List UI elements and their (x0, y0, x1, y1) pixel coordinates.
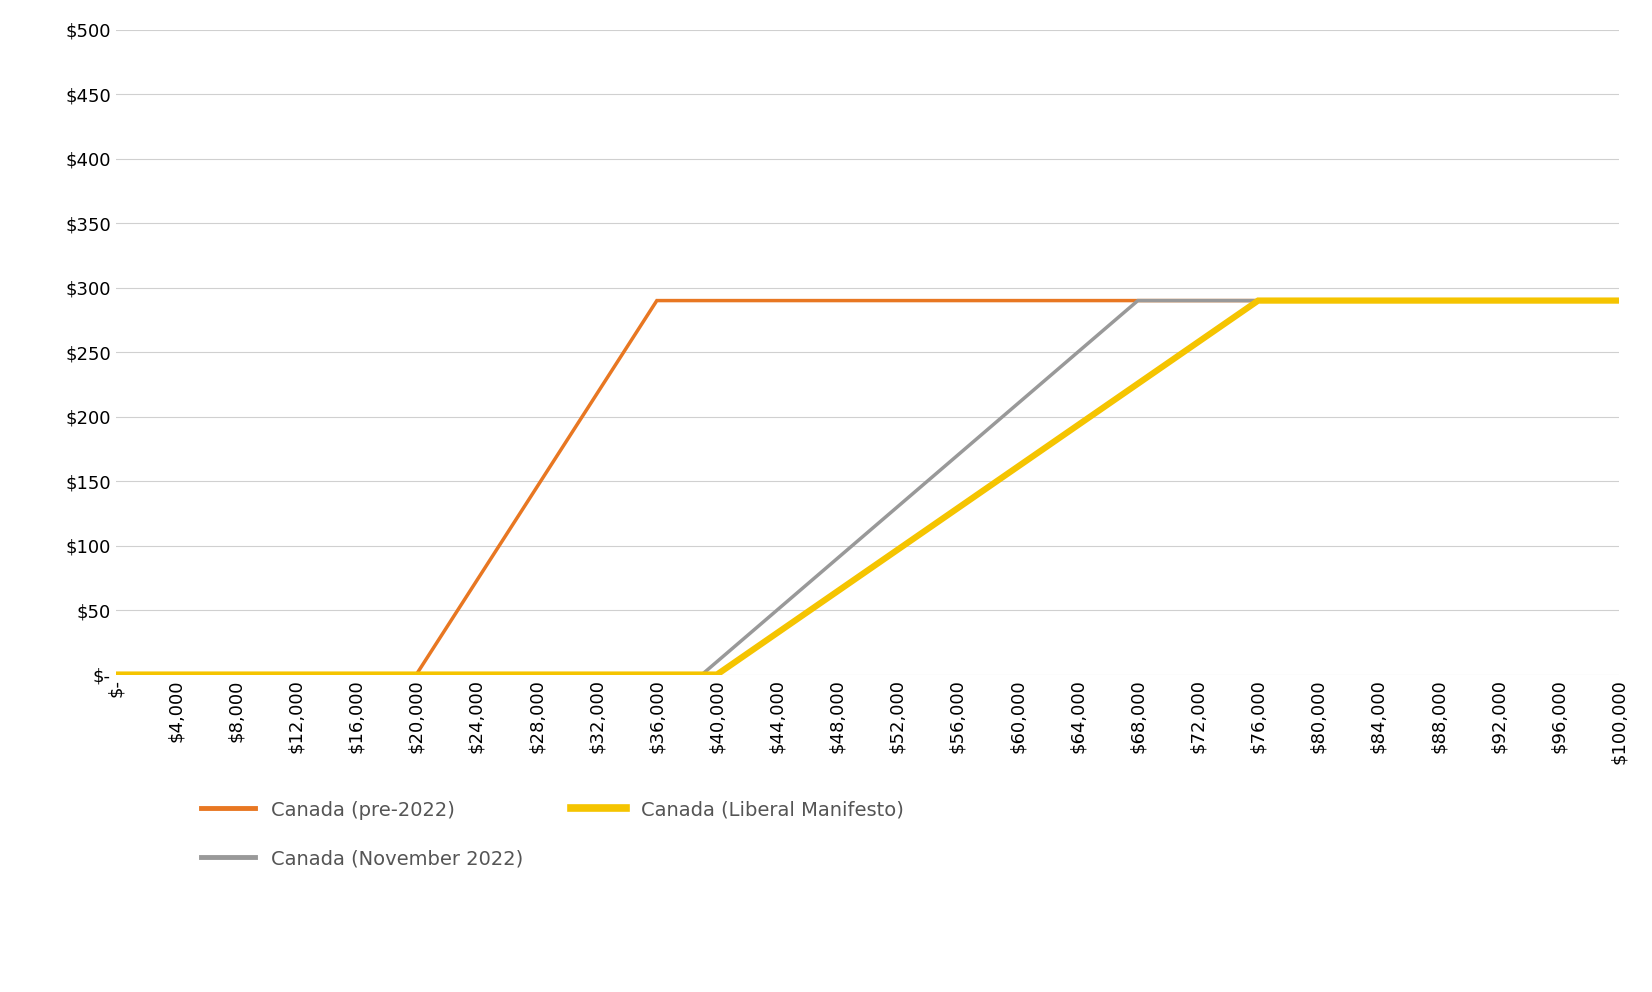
Canada (pre-2022) (1609, 295, 1629, 307)
Canada (pre-2022) (406, 669, 426, 681)
Canada (Liberal Manifesto) (106, 669, 126, 681)
Canada (November 2022) (1609, 295, 1629, 307)
Canada (pre-2022) (106, 669, 126, 681)
Canada (Liberal Manifesto) (707, 669, 727, 681)
Canada (November 2022) (692, 669, 712, 681)
Canada (November 2022) (106, 669, 126, 681)
Canada (pre-2022) (648, 295, 667, 307)
Line: Canada (November 2022): Canada (November 2022) (116, 301, 1619, 675)
Legend: Canada (pre-2022), Canada (November 2022), Canada (Liberal Manifesto): Canada (pre-2022), Canada (November 2022… (200, 801, 904, 868)
Canada (Liberal Manifesto) (1249, 295, 1269, 307)
Canada (November 2022) (1128, 295, 1148, 307)
Canada (Liberal Manifesto) (1609, 295, 1629, 307)
Line: Canada (pre-2022): Canada (pre-2022) (116, 301, 1619, 675)
Line: Canada (Liberal Manifesto): Canada (Liberal Manifesto) (116, 301, 1619, 675)
